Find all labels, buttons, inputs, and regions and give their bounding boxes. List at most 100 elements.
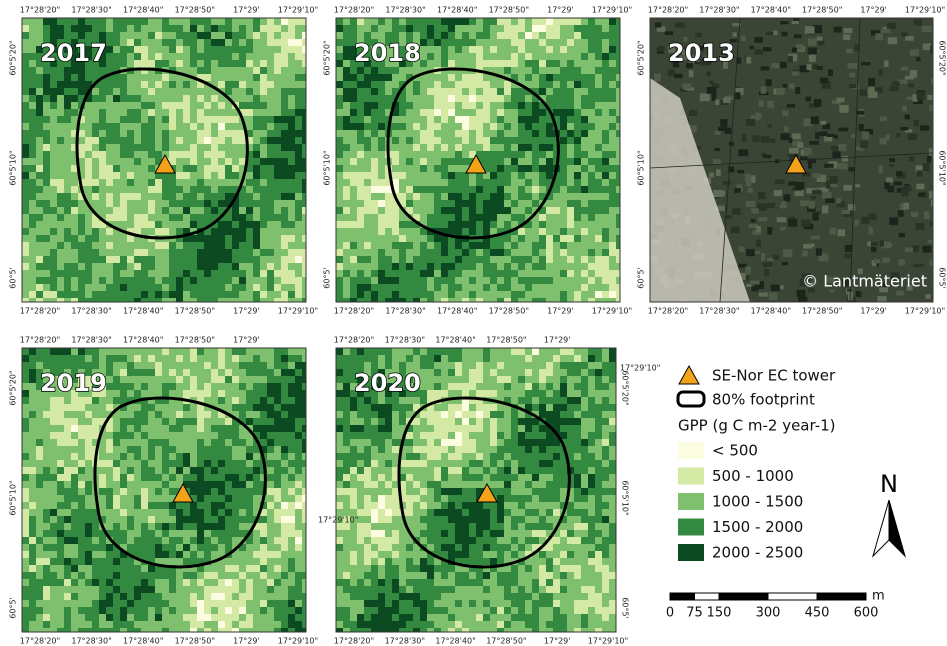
gpp-pixel (22, 144, 29, 151)
gpp-pixel (190, 411, 197, 418)
gpp-pixel (50, 446, 57, 453)
gpp-pixel (371, 116, 378, 123)
gpp-pixel (64, 467, 71, 474)
gpp-pixel (211, 249, 218, 256)
gpp-pixel (141, 102, 148, 109)
gpp-pixel (260, 214, 267, 221)
gpp-pixel (588, 39, 595, 46)
gpp-pixel (78, 256, 85, 263)
gpp-pixel (260, 53, 267, 60)
gpp-pixel (420, 123, 427, 130)
gpp-pixel (92, 137, 99, 144)
gpp-pixel (92, 228, 99, 235)
gpp-pixel (85, 151, 92, 158)
gpp-pixel (260, 165, 267, 172)
gpp-pixel (588, 179, 595, 186)
gpp-pixel (85, 439, 92, 446)
gpp-pixel (134, 25, 141, 32)
gpp-pixel (281, 116, 288, 123)
gpp-pixel (343, 270, 350, 277)
gpp-pixel (162, 572, 169, 579)
gpp-pixel (343, 284, 350, 291)
aerial-texture (888, 243, 892, 246)
gpp-pixel (106, 32, 113, 39)
gpp-pixel (176, 137, 183, 144)
gpp-pixel (197, 158, 204, 165)
gpp-pixel (497, 137, 504, 144)
gpp-pixel (253, 123, 260, 130)
gpp-pixel (169, 256, 176, 263)
gpp-pixel (204, 144, 211, 151)
gpp-pixel (106, 383, 113, 390)
aerial-texture (788, 56, 793, 63)
gpp-pixel (92, 579, 99, 586)
gpp-pixel (43, 509, 50, 516)
gpp-pixel (85, 109, 92, 116)
gpp-pixel (274, 67, 281, 74)
gpp-pixel (43, 242, 50, 249)
gpp-pixel (483, 137, 490, 144)
gpp-pixel (29, 46, 36, 53)
gpp-pixel (518, 165, 525, 172)
gpp-pixel (64, 221, 71, 228)
gpp-pixel (50, 621, 57, 628)
gpp-pixel (574, 200, 581, 207)
gpp-pixel (57, 355, 64, 362)
gpp-pixel (260, 74, 267, 81)
gpp-pixel (106, 446, 113, 453)
gpp-pixel (469, 18, 476, 25)
gpp-pixel (85, 221, 92, 228)
gpp-pixel (260, 249, 267, 256)
gpp-pixel (399, 270, 406, 277)
gpp-pixel (574, 46, 581, 53)
gpp-pixel (169, 537, 176, 544)
gpp-pixel (364, 130, 371, 137)
aerial-texture (715, 148, 721, 151)
gpp-pixel (36, 572, 43, 579)
gpp-pixel (609, 39, 616, 46)
gpp-pixel (295, 172, 302, 179)
gpp-pixel (609, 46, 616, 53)
gpp-pixel (113, 453, 120, 460)
gpp-pixel (99, 109, 106, 116)
gpp-pixel (364, 214, 371, 221)
gpp-pixel (204, 165, 211, 172)
gpp-pixel (497, 123, 504, 130)
gpp-pixel (64, 291, 71, 298)
gpp-pixel (190, 523, 197, 530)
gpp-pixel (434, 32, 441, 39)
gpp-pixel (504, 284, 511, 291)
gpp-pixel (490, 95, 497, 102)
gpp-pixel (36, 530, 43, 537)
gpp-pixel (22, 270, 29, 277)
gpp-pixel (406, 137, 413, 144)
gpp-pixel (288, 221, 295, 228)
gpp-pixel (385, 214, 392, 221)
gpp-pixel (504, 165, 511, 172)
gpp-pixel (64, 242, 71, 249)
gpp-pixel (71, 558, 78, 565)
gpp-pixel (57, 439, 64, 446)
gpp-pixel (260, 179, 267, 186)
gpp-pixel (218, 200, 225, 207)
gpp-pixel (183, 439, 190, 446)
gpp-pixel (364, 109, 371, 116)
gpp-pixel (267, 46, 274, 53)
gpp-pixel (92, 362, 99, 369)
gpp-pixel (588, 228, 595, 235)
gpp-pixel (288, 270, 295, 277)
gpp-pixel (532, 18, 539, 25)
gpp-pixel (413, 228, 420, 235)
gpp-pixel (155, 544, 162, 551)
gpp-pixel (120, 474, 127, 481)
gpp-pixel (609, 18, 616, 25)
gpp-pixel (197, 446, 204, 453)
gpp-pixel (295, 284, 302, 291)
gpp-pixel (553, 228, 560, 235)
gpp-pixel (427, 102, 434, 109)
aerial-texture (797, 290, 806, 297)
gpp-pixel (260, 151, 267, 158)
gpp-pixel (336, 123, 343, 130)
gpp-pixel (50, 193, 57, 200)
gpp-pixel (57, 544, 64, 551)
